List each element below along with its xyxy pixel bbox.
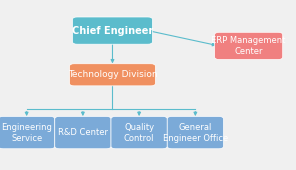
Text: Quality
Control: Quality Control [124,123,155,143]
FancyBboxPatch shape [73,17,152,44]
FancyBboxPatch shape [0,116,55,149]
Text: Engineering
Service: Engineering Service [1,123,52,143]
Text: Chief Engineer: Chief Engineer [72,26,153,36]
Text: General
Engineer Office: General Engineer Office [163,123,228,143]
Text: R&D Center: R&D Center [58,128,108,137]
Text: Technology Division: Technology Division [68,70,157,79]
Text: ERP Management
Center: ERP Management Center [211,36,286,56]
FancyBboxPatch shape [55,116,111,149]
FancyBboxPatch shape [167,116,223,149]
FancyBboxPatch shape [111,116,167,149]
FancyBboxPatch shape [215,32,283,59]
FancyBboxPatch shape [70,64,155,86]
